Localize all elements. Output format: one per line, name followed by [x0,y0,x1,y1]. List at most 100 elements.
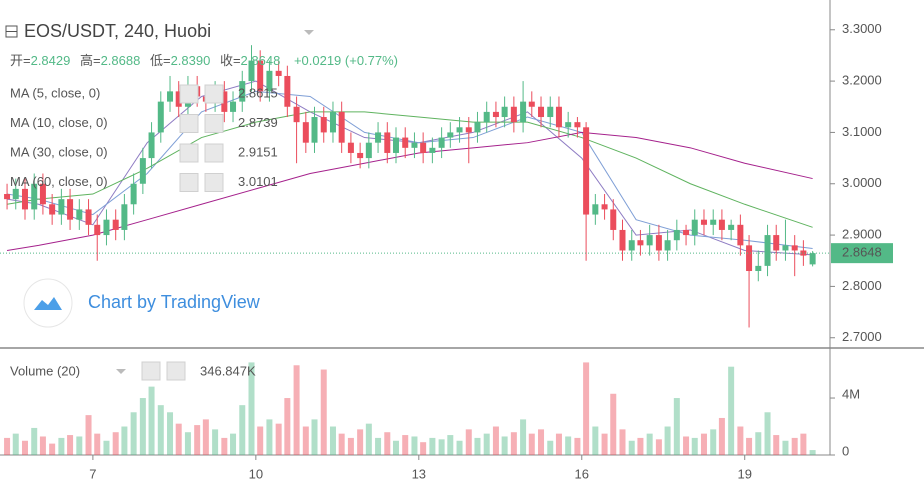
candle-body [221,91,228,112]
candle-body [456,127,463,133]
candle-body [474,122,481,133]
open-value: 2.8429 [31,53,71,68]
candle-body [392,137,399,153]
candle-body [755,265,762,272]
volume-bar [547,440,554,455]
volume-bar [420,442,427,455]
volume-settings-icon[interactable] [141,361,161,381]
volume-bar [655,439,662,455]
candle-body [230,101,237,112]
candle-body [764,235,771,266]
x-tick-label: 19 [737,466,751,481]
candle-body [510,106,517,123]
candle-body [791,245,798,251]
volume-bar [637,437,644,455]
candle-body [148,132,155,159]
volume-bar [167,412,174,455]
dropdown-icon[interactable] [304,30,314,35]
volume-bar [411,436,418,455]
legend-close-icon[interactable] [204,173,224,192]
volume-bar [483,433,490,455]
candle-body [311,117,318,143]
legend-name: MA (5, close, 0) [10,85,100,100]
volume-bar [646,433,653,455]
ma-line [6,131,813,251]
candle-body [76,209,83,220]
candle-body [112,219,119,230]
x-tick-label: 16 [575,466,589,481]
candle-body [157,101,164,133]
ohlc-header: 开=2.8429 高=2.8688 低=2.8390 收=2.8648 +0.0… [10,53,398,68]
candle-body [375,132,382,143]
volume-bar [755,432,762,455]
candle-body [728,224,735,230]
volume-bar [266,419,273,455]
volume-bar [492,426,499,455]
y-tick-label: 2.9000 [842,227,882,242]
candle-body [429,147,436,153]
legend-close-icon[interactable] [204,143,224,163]
candle-body [130,183,137,205]
legend-close-icon[interactable] [204,114,224,133]
candle-body [365,142,372,159]
volume-bar [31,427,38,455]
y-tick-label: 3.1000 [842,124,882,139]
volume-value: 346.847K [200,363,256,378]
volume-bar [737,426,744,455]
volume-title: Volume (20) [10,363,80,378]
candle-body [528,101,535,107]
legend-value: 2.8615 [238,85,278,100]
volume-bar [474,437,481,455]
change-value: +0.0219 (+0.77%) [294,53,398,68]
volume-bar [194,425,201,455]
watermark-text: Chart by TradingView [88,292,261,312]
candle-body [601,204,608,210]
volume-bar [257,426,264,455]
candle-body [384,132,391,153]
volume-dropdown[interactable] [116,369,126,374]
legend-close-icon[interactable] [204,84,224,104]
header: EOS/USDT, 240, Huobi 开=2.8429 高=2.8688 低… [5,21,398,68]
legend-settings-icon[interactable] [179,173,199,192]
candle-body [809,253,816,265]
candle-body [800,250,807,256]
volume-bar [157,405,164,455]
candle-body [538,106,545,118]
candle-body [411,142,418,148]
candle-body [520,101,527,123]
candle-body [49,204,56,215]
volume-bar [764,412,771,455]
high-label: 高= [80,53,101,68]
open-label: 开= [10,53,31,68]
volume-bar [12,433,19,455]
legend-settings-icon[interactable] [179,114,199,133]
volume-close-icon[interactable] [166,361,186,381]
volume-bar [230,433,237,455]
close-value: 2.8648 [241,53,281,68]
candle-body [447,132,454,138]
volume-bar [175,423,182,455]
volume-bar [302,426,309,455]
legend-settings-icon[interactable] [179,84,199,104]
volume-bar [375,437,382,455]
legend-settings-icon[interactable] [179,143,199,163]
volume-bar [728,366,735,455]
volume-bar [619,429,626,455]
y-tick-label: 3.3000 [842,21,882,36]
candle-body [610,209,617,230]
last-price-label: 2.8648 [842,245,882,260]
volume-tick-label: 0 [842,443,849,458]
volume-bar [4,437,11,455]
candle-body [438,137,445,148]
y-tick-label: 2.8000 [842,278,882,293]
y-tick-label: 3.2000 [842,73,882,88]
candle-body [737,224,744,246]
candle-body [31,183,38,210]
candle-body [619,229,626,251]
volume-bar [574,437,581,455]
volume-bar [311,419,318,455]
volume-bar [212,429,219,455]
candle-body [103,219,110,236]
candle-body [646,235,653,246]
